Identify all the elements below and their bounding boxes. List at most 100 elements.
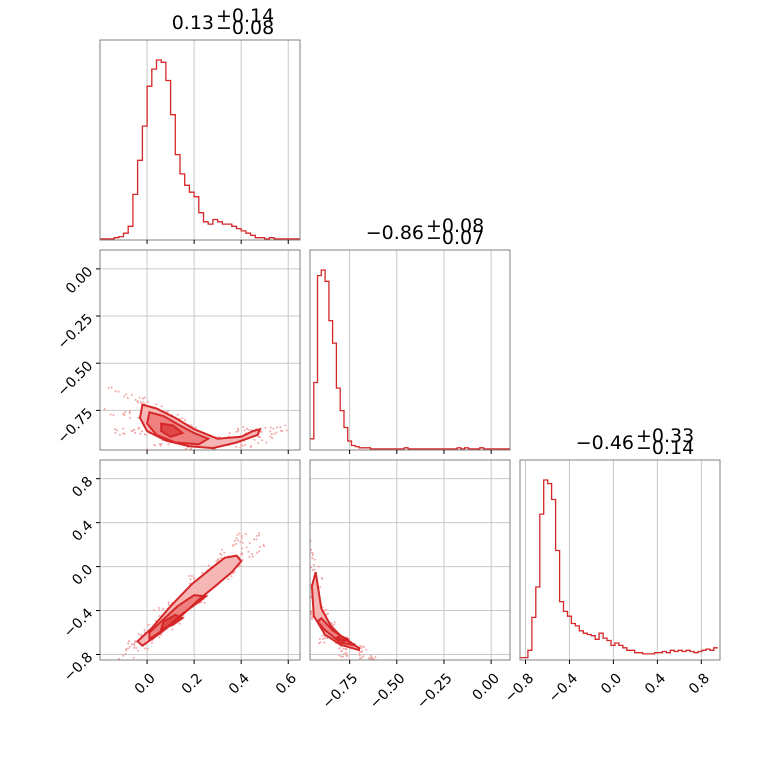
sample-2-0-118 xyxy=(227,578,230,581)
x-tick-label-0-3: 0.6 xyxy=(273,670,300,697)
sample-1-0-154 xyxy=(128,410,131,413)
sample-2-1-111 xyxy=(360,647,363,650)
sample-2-0-185 xyxy=(133,643,136,645)
sample-1-0-190 xyxy=(242,425,245,428)
contour-line-2-0-1 xyxy=(148,594,209,641)
x-tick-label-2-1: −0.4 xyxy=(546,670,581,705)
sample-2-0-190 xyxy=(232,572,235,575)
sample-1-0-44 xyxy=(103,408,106,411)
sample-2-0-86 xyxy=(258,534,261,537)
sample-1-0-86 xyxy=(114,432,117,434)
sample-2-0-105 xyxy=(151,641,153,644)
contour-line-2-1-2 xyxy=(334,634,350,643)
sample-2-0-60 xyxy=(128,640,131,642)
sample-2-0-13 xyxy=(238,532,241,535)
sample-1-0-6 xyxy=(116,429,119,432)
sample-2-0-172 xyxy=(235,537,238,540)
sample-2-0-169 xyxy=(240,537,243,539)
panel-title-minus-2: −0.14 xyxy=(636,437,694,459)
sample-2-0-208 xyxy=(133,646,136,649)
contour-line-2-0-2 xyxy=(159,613,185,631)
sample-2-0-30 xyxy=(129,645,132,648)
sample-2-0-203 xyxy=(245,546,248,549)
sample-1-0-91 xyxy=(114,390,117,393)
sample-2-0-151 xyxy=(247,550,250,553)
sample-2-0-10 xyxy=(178,622,181,625)
sample-2-1-50 xyxy=(319,641,322,644)
sample-1-0-186 xyxy=(132,429,134,432)
sample-1-0-193 xyxy=(153,443,156,446)
contour-line-2-1-0 xyxy=(310,571,361,652)
sample-2-1-83 xyxy=(361,656,363,659)
sample-1-0-194 xyxy=(250,445,253,447)
sample-2-0-27 xyxy=(230,575,233,578)
sample-2-1-40 xyxy=(321,634,324,637)
y-tick-label-1-0: −0.75 xyxy=(55,405,97,447)
sample-1-0-144 xyxy=(186,446,189,449)
sample-1-0-156 xyxy=(129,416,132,419)
contour-line-2-1-1 xyxy=(316,616,356,647)
x-tick-label-2-2: 0.0 xyxy=(598,670,625,697)
sample-1-0-182 xyxy=(139,432,142,435)
sample-2-0-6 xyxy=(147,623,150,626)
sample-1-0-199 xyxy=(194,426,197,429)
sample-1-0-160 xyxy=(261,439,264,442)
sample-1-0-119 xyxy=(243,429,246,432)
sample-1-0-195 xyxy=(237,429,240,432)
panel-frame-2-0 xyxy=(99,459,301,661)
sample-2-1-144 xyxy=(340,650,343,652)
sample-2-0-73 xyxy=(157,606,160,609)
sample-1-0-55 xyxy=(110,386,113,389)
sample-1-0-157 xyxy=(269,435,272,438)
x-tick-label-2-4: 0.8 xyxy=(686,670,713,697)
panel-title-median-0: 0.13 xyxy=(172,12,214,34)
sample-1-0-74 xyxy=(241,444,244,447)
sample-2-1-108 xyxy=(313,563,315,566)
sample-2-0-161 xyxy=(193,576,196,579)
sample-2-0-44 xyxy=(146,648,149,650)
sample-2-0-31 xyxy=(239,540,242,543)
sample-2-0-124 xyxy=(253,538,256,541)
sample-2-0-116 xyxy=(158,614,161,617)
sample-2-0-209 xyxy=(220,553,223,556)
contour-line-1-0-2 xyxy=(160,422,185,438)
sample-1-0-142 xyxy=(271,437,274,440)
sample-2-1-218 xyxy=(310,613,313,616)
sample-2-0-32 xyxy=(219,552,222,555)
sample-1-0-77 xyxy=(276,426,278,429)
sample-2-0-23 xyxy=(188,574,190,577)
sample-1-0-118 xyxy=(134,398,137,401)
x-tick-label-0-0: 0.0 xyxy=(132,670,159,697)
x-tick-label-2-0: −0.8 xyxy=(502,670,537,705)
sample-2-1-131 xyxy=(359,657,362,660)
sample-1-0-198 xyxy=(123,413,126,416)
sample-1-0-201 xyxy=(122,427,125,430)
sample-2-0-53 xyxy=(257,532,260,535)
grid-1-0 xyxy=(100,250,300,450)
sample-1-0-200 xyxy=(257,442,260,444)
sample-1-0-163 xyxy=(130,394,133,396)
sample-2-0-215 xyxy=(203,601,206,604)
sample-1-0-212 xyxy=(155,403,158,406)
x-tick-label-0-2: 0.4 xyxy=(226,670,253,697)
y-tick-label-2-3: 0.4 xyxy=(69,518,96,545)
sample-1-0-143 xyxy=(114,428,116,431)
sample-2-1-159 xyxy=(313,568,316,571)
panel-title-minus-1: −0.07 xyxy=(426,227,484,249)
sample-1-0-136 xyxy=(134,431,137,434)
sample-1-0-68 xyxy=(189,447,192,450)
sample-1-0-70 xyxy=(275,431,278,434)
sample-1-0-207 xyxy=(237,428,240,430)
histogram-param-0 xyxy=(100,59,300,240)
sample-2-0-40 xyxy=(220,548,223,551)
sample-2-1-15 xyxy=(317,565,320,568)
panel-title-plus-2: +0.33 xyxy=(636,425,694,447)
sample-2-1-202 xyxy=(370,657,373,660)
sample-2-0-193 xyxy=(171,628,174,631)
y-tick-label-1-2: −0.25 xyxy=(55,311,97,353)
sample-1-0-205 xyxy=(265,441,268,444)
sample-2-0-156 xyxy=(244,533,247,536)
sample-1-0-69 xyxy=(273,432,276,435)
sample-2-1-56 xyxy=(338,654,341,657)
sample-2-0-78 xyxy=(125,648,127,651)
